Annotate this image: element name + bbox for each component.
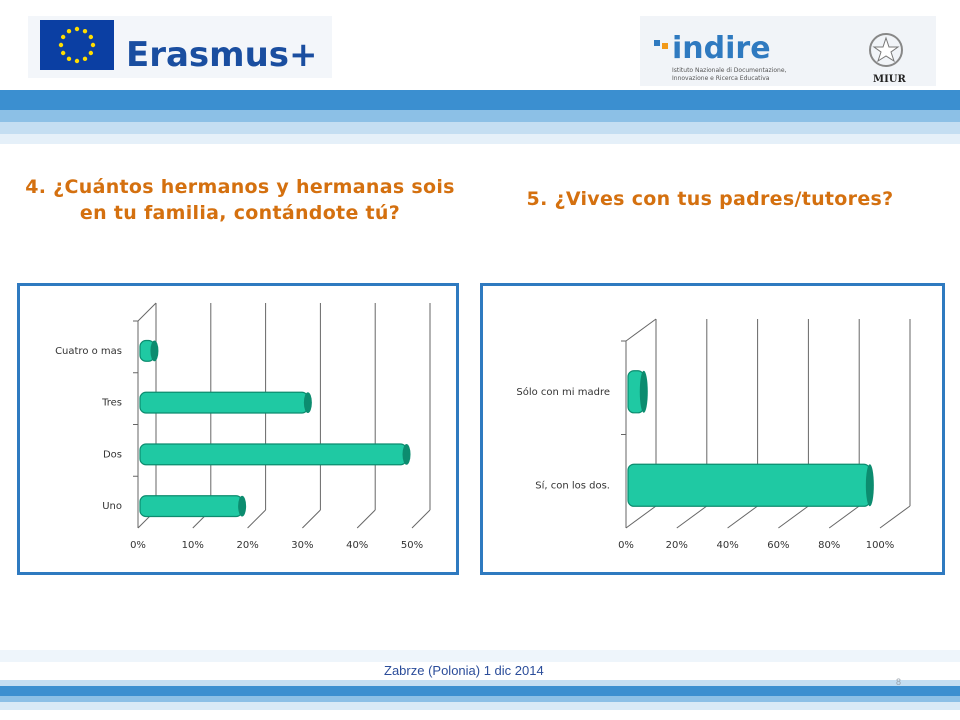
x-tick-label: 80% <box>818 540 840 551</box>
y-tick-label: Tres <box>101 398 122 409</box>
chart-1-title: 4. ¿Cuántos hermanos y hermanas sois en … <box>25 176 455 224</box>
indire-subtitle-1: Istituto Nazionale di Documentazione, <box>672 67 787 74</box>
footer-stripe-light <box>0 680 960 686</box>
chart-2-panel: 0% 20% 40% 60% 80% 100% Sí, con los dos. Sólo c… <box>480 283 945 575</box>
header-stripe-dark <box>0 90 960 110</box>
bar <box>139 443 408 466</box>
eu-star-icon <box>82 28 88 34</box>
indire-logo: indire Istituto Nazionale di Documentazi… <box>640 16 936 86</box>
grid-floor-line <box>778 505 809 529</box>
x-tick-label: 10% <box>182 540 204 551</box>
y-tick-label: Uno <box>102 501 122 512</box>
eu-star-icon <box>66 56 72 62</box>
chart-1-panel: 0% 10% 20% 30% 40% 50% Uno Dos Tres Cuatro o mas <box>17 283 459 575</box>
eu-star-icon <box>88 50 94 56</box>
eu-flag-icon: Erasmus+ <box>40 20 318 75</box>
bar-end-cap <box>865 464 874 507</box>
header-stripe-pale <box>0 134 960 144</box>
y-axis-top-line <box>625 318 657 342</box>
x-tick-label: 100% <box>866 540 895 551</box>
chart-2-title: 5. ¿Vives con tus padres/tutores? <box>526 188 894 210</box>
y-tick-label: Cuatro o mas <box>55 346 122 357</box>
footer-location-date: Zabrze (Polonia) 1 dic 2014 <box>384 663 544 678</box>
eu-star-icon <box>60 34 66 40</box>
miur-label: MIUR <box>873 74 906 85</box>
footer-stripe-bottom <box>0 702 960 710</box>
erasmus-logo: Erasmus+ <box>28 16 332 78</box>
bar <box>139 391 309 414</box>
x-tick-label: 20% <box>236 540 258 551</box>
chart-2: 0% 20% 40% 60% 80% 100% Sí, con los dos. Sólo c… <box>516 318 911 551</box>
footer-stripe-dark <box>0 686 960 696</box>
indire-wordmark: indire <box>672 31 771 66</box>
footer-stripe-pale <box>0 650 960 662</box>
grid-floor-line <box>676 505 708 529</box>
bar-end-cap <box>402 444 411 465</box>
grid-floor-line <box>356 509 376 529</box>
x-tick-label: 40% <box>716 540 738 551</box>
page-number: 8 <box>896 677 902 687</box>
eu-star-icon <box>82 56 88 62</box>
eu-star-icon <box>58 42 64 48</box>
chart-1: 0% 10% 20% 30% 40% 50% Uno Dos Tres Cuatro o mas <box>55 302 431 551</box>
y-axis-top-line <box>137 302 157 322</box>
footer-stripe-mid <box>0 696 960 702</box>
eu-star-icon <box>66 28 72 34</box>
grid-floor-line <box>879 505 911 529</box>
y-tick-label: Dos <box>103 449 122 460</box>
x-tick-label: 50% <box>401 540 423 551</box>
erasmus-wordmark: Erasmus+ <box>126 35 318 75</box>
grid-floor-line <box>727 505 758 529</box>
bar-end-cap <box>150 340 159 362</box>
x-tick-label: 60% <box>767 540 789 551</box>
header-stripe-mid <box>0 110 960 122</box>
y-tick-label: Sólo con mi madre <box>516 386 610 398</box>
miur-emblem-icon <box>869 33 903 67</box>
eu-star-icon <box>90 42 96 48</box>
bar-end-cap <box>303 392 312 413</box>
indire-square-icon <box>654 40 660 46</box>
grid-floor-line <box>247 509 266 529</box>
x-tick-label: 30% <box>291 540 313 551</box>
eu-star-icon <box>74 58 80 64</box>
x-tick-label: 0% <box>130 540 146 551</box>
x-tick-label: 0% <box>618 540 634 551</box>
y-tick-label: Sí, con los dos. <box>535 479 610 491</box>
eu-star-icon <box>88 34 94 40</box>
bar-end-cap <box>238 495 247 517</box>
bar-end-cap <box>639 370 648 413</box>
bar <box>139 495 243 518</box>
grid-floor-line <box>828 505 860 529</box>
x-tick-label: 20% <box>666 540 688 551</box>
header-stripe-light <box>0 122 960 134</box>
x-tick-label: 40% <box>346 540 368 551</box>
indire-subtitle-2: Innovazione e Ricerca Educativa <box>672 75 770 82</box>
grid-floor-line <box>302 509 321 529</box>
eu-star-icon <box>74 26 80 32</box>
grid-floor-line <box>625 505 657 529</box>
eu-star-icon <box>60 50 66 56</box>
grid-floor-line <box>411 509 431 529</box>
bar <box>627 463 871 507</box>
